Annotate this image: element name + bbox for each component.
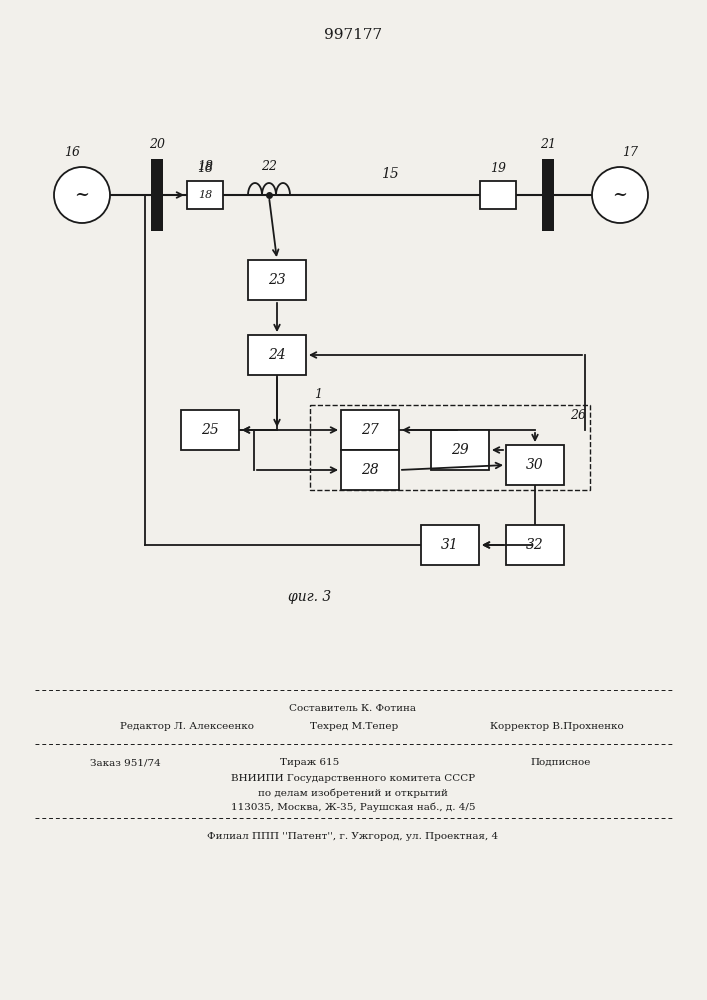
Bar xyxy=(542,159,554,231)
Text: 28: 28 xyxy=(361,463,379,477)
Bar xyxy=(480,181,516,209)
Text: 29: 29 xyxy=(451,443,469,457)
Circle shape xyxy=(592,167,648,223)
Text: 997177: 997177 xyxy=(324,28,382,42)
Text: 30: 30 xyxy=(526,458,544,472)
Text: 19: 19 xyxy=(490,162,506,175)
Text: 18: 18 xyxy=(197,160,213,173)
Text: ~: ~ xyxy=(612,186,628,204)
Text: 16: 16 xyxy=(64,146,80,159)
Text: 20: 20 xyxy=(149,138,165,151)
Text: φиг. 3: φиг. 3 xyxy=(288,590,332,604)
Text: 18: 18 xyxy=(198,190,212,200)
Text: 27: 27 xyxy=(361,423,379,437)
Text: 23: 23 xyxy=(268,273,286,287)
Text: 21: 21 xyxy=(540,138,556,151)
Text: Подписное: Подписное xyxy=(530,758,590,767)
Bar xyxy=(431,430,489,470)
Bar xyxy=(341,450,399,490)
Bar xyxy=(506,445,564,485)
Bar xyxy=(310,405,590,490)
Text: Редактор Л. Алексеенко: Редактор Л. Алексеенко xyxy=(120,722,254,731)
Text: Филиал ППП ''Патент'', г. Ужгород, ул. Проектная, 4: Филиал ППП ''Патент'', г. Ужгород, ул. П… xyxy=(207,832,498,841)
Text: Заказ 951/74: Заказ 951/74 xyxy=(90,758,160,767)
Text: 32: 32 xyxy=(526,538,544,552)
Bar xyxy=(341,410,399,450)
Text: Составитель К. Фотина: Составитель К. Фотина xyxy=(289,704,416,713)
Text: 24: 24 xyxy=(268,348,286,362)
Bar xyxy=(181,410,239,450)
Text: 22: 22 xyxy=(261,160,277,173)
Bar xyxy=(151,159,163,231)
Bar xyxy=(506,525,564,565)
Text: 17: 17 xyxy=(622,146,638,159)
Text: 25: 25 xyxy=(201,423,219,437)
Text: 26: 26 xyxy=(570,409,586,422)
Text: по делам изобретений и открытий: по делам изобретений и открытий xyxy=(258,788,448,798)
Bar xyxy=(187,181,223,209)
Text: Техред М.Тепер: Техред М.Тепер xyxy=(310,722,398,731)
Text: ~: ~ xyxy=(74,186,90,204)
Circle shape xyxy=(54,167,110,223)
Bar xyxy=(248,335,306,375)
Text: Корректор В.Прохненко: Корректор В.Прохненко xyxy=(490,722,624,731)
Text: Тираж 615: Тираж 615 xyxy=(281,758,339,767)
Text: 15: 15 xyxy=(381,167,399,181)
Text: 1: 1 xyxy=(314,388,322,401)
Bar xyxy=(248,260,306,300)
Text: ВНИИПИ Государственного комитета СССР: ВНИИПИ Государственного комитета СССР xyxy=(231,774,475,783)
Bar xyxy=(421,525,479,565)
Text: 18: 18 xyxy=(197,162,213,175)
Text: 31: 31 xyxy=(441,538,459,552)
Text: 113035, Москва, Ж-35, Раушская наб., д. 4/5: 113035, Москва, Ж-35, Раушская наб., д. … xyxy=(230,802,475,812)
